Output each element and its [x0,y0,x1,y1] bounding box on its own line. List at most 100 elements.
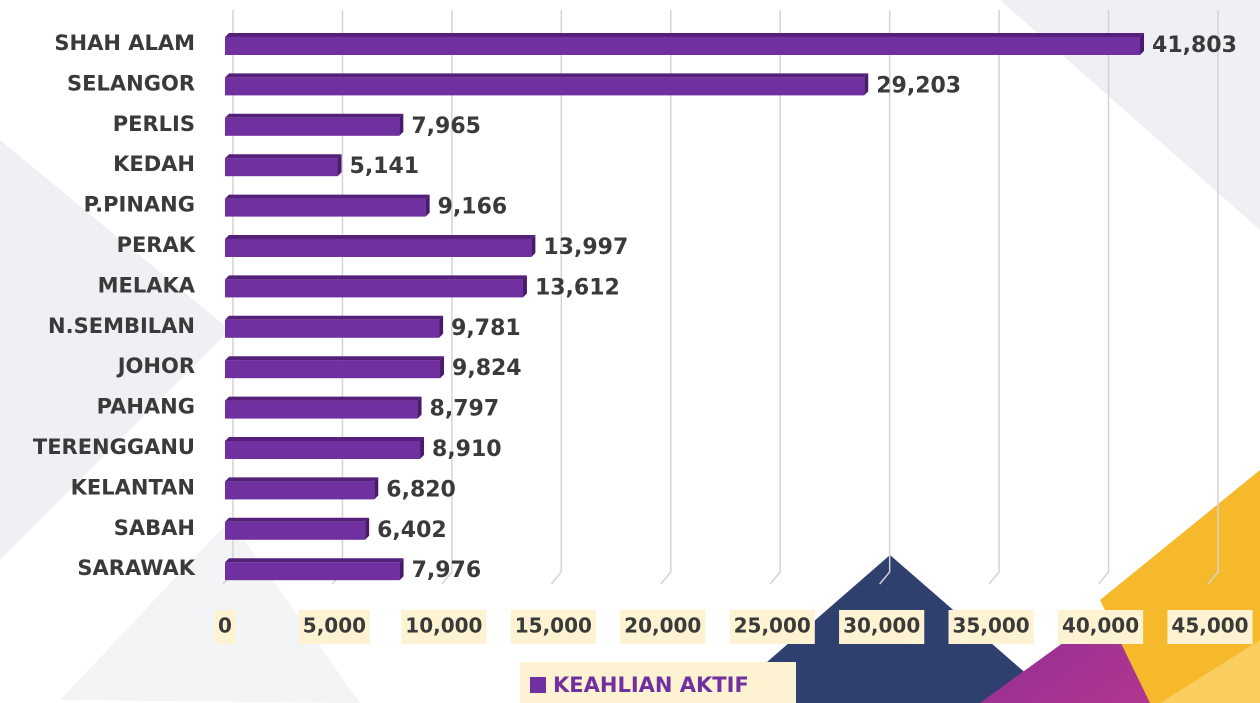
legend-label: KEAHLIAN AKTIF [553,673,749,697]
x-tick-bg [729,610,815,644]
y-tick-label: TERENGGANU [33,435,195,459]
grid-line [550,10,563,585]
bar [225,77,865,96]
bar [225,441,421,459]
x-tick-bg [401,610,487,644]
bar-top [225,517,370,522]
y-tick-label: PAHANG [97,395,195,419]
y-tick-label: KELANTAN [71,475,195,499]
data-label: 6,402 [377,518,447,543]
y-tick-label: SABAH [114,516,195,540]
data-label: 9,824 [452,356,522,381]
bar-top [225,235,536,239]
x-tick-label: 10,000 [405,614,482,638]
bar-top [225,194,430,199]
bar [225,521,366,540]
bar [225,158,338,177]
x-tick-bg [839,610,925,644]
bar-side [399,113,404,136]
grid-line [988,10,1000,585]
y-tick-label: SARAWAK [77,556,195,580]
x-tick-label: 25,000 [734,614,811,638]
bar-side [1140,33,1145,55]
x-tick-label: 0 [218,614,232,638]
legend-box [520,662,796,703]
x-tick-bg [620,610,706,644]
bar-side [531,235,536,257]
bar [225,481,375,500]
x-tick-label: 35,000 [953,614,1030,638]
bar [225,360,441,379]
x-tick-label: 45,000 [1171,614,1248,638]
x-tick-label: 20,000 [624,614,701,638]
data-label: 7,976 [412,558,482,583]
data-label: 29,203 [876,73,961,98]
data-label: 8,910 [432,437,502,462]
bar-side [439,315,444,338]
y-tick-label: SHAH ALAM [54,31,195,55]
data-label: 41,803 [1152,33,1237,58]
bar-side [864,73,869,96]
bar-top [225,315,444,320]
data-label: 13,997 [543,235,628,260]
x-tick-bg [1057,610,1144,644]
grid-line [1207,10,1219,585]
y-tick-label: KEDAH [113,152,195,176]
bar-side [399,558,404,581]
bar [225,37,1141,55]
bar-top [225,477,379,482]
bar-top [225,113,404,118]
bar [225,319,440,338]
x-tick-bg [214,610,236,644]
data-label: 5,141 [350,154,420,179]
bar-side [365,517,370,540]
bar-side [425,194,430,217]
x-tick-bg [510,610,596,644]
x-tick-label: 30,000 [843,614,920,638]
bar-top [225,437,425,441]
bar-side [420,437,425,459]
x-tick-label: 15,000 [515,614,592,638]
grid-line [1097,10,1110,585]
bar-top [225,275,527,280]
bar-top [225,73,869,78]
bar [225,239,532,257]
data-label: 8,797 [430,397,500,422]
bar-top [225,396,422,401]
y-tick-label: SELANGOR [67,71,195,95]
grid-line [769,10,781,585]
legend-swatch [530,677,546,693]
grid-line [879,10,891,585]
bar-top [225,558,404,563]
bar-side [522,275,527,298]
data-label: 9,166 [438,195,508,220]
bar-side [440,356,445,379]
bar [225,400,418,419]
x-tick-bg [948,610,1034,644]
y-tick-label: P.PINANG [84,193,195,217]
bar-side [417,396,422,419]
bar-top [225,356,445,361]
bar [225,279,523,298]
bar-side [337,154,342,177]
grid-line [660,10,672,585]
x-tick-label: 5,000 [303,614,366,638]
x-tick-label: 40,000 [1062,614,1139,638]
bar [225,198,426,217]
bar-side [374,477,379,500]
data-label: 9,781 [451,316,521,341]
y-tick-label: JOHOR [116,354,195,378]
data-label: 13,612 [535,275,620,300]
y-tick-label: MELAKA [98,273,196,297]
y-tick-label: N.SEMBILAN [48,314,195,338]
data-label: 6,820 [386,477,456,502]
bar [225,117,400,136]
grid-line [441,10,453,585]
y-tick-label: PERLIS [113,112,195,136]
bar-top [225,154,342,159]
y-tick-label: PERAK [117,233,196,257]
bar-top [225,33,1145,37]
x-tick-bg [1167,610,1253,644]
